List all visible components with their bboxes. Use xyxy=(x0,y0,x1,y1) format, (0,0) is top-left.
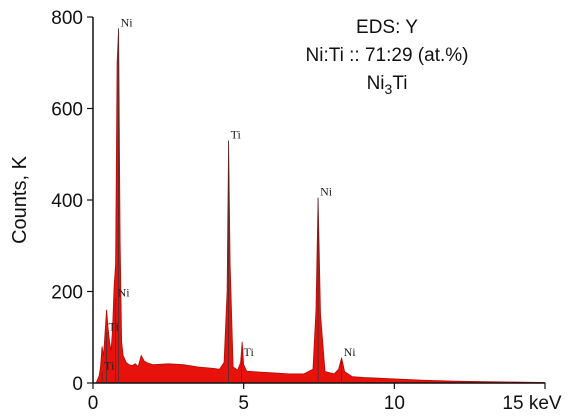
annotation-formula-ni: Ni xyxy=(367,73,385,94)
annotation-line-3: Ni3Ti xyxy=(367,73,408,97)
x-tick-label-0: 0 xyxy=(88,393,99,414)
plot-area xyxy=(95,28,546,384)
peak-label-0: Ti xyxy=(109,320,120,334)
x-tick-label-3: 15 keV xyxy=(502,393,561,414)
annotation-formula-ti: Ti xyxy=(392,73,407,94)
chart-annotation: EDS: Y Ni:Ti :: 71:29 (at.%) Ni3Ti xyxy=(306,17,469,97)
y-tick-label-1: 200 xyxy=(51,283,83,304)
peak-label-7: Ni xyxy=(344,345,357,359)
peak-label-3: Ni xyxy=(118,285,131,299)
y-tick-label-4: 800 xyxy=(51,8,83,29)
peak-label-4: Ti xyxy=(231,128,242,142)
y-axis-title: Counts, K xyxy=(9,155,31,243)
annotation-formula-sub: 3 xyxy=(385,81,393,97)
annotation-line-1: EDS: Y xyxy=(356,17,418,38)
spectrum-series-0 xyxy=(95,28,546,384)
peak-labels: Ti Ti Ni Ni Ti Ti Ni Ni xyxy=(101,15,357,383)
y-tick-label-3: 600 xyxy=(51,100,83,121)
peak-label-2: Ni xyxy=(121,15,134,29)
y-tick-label-2: 400 xyxy=(51,191,83,212)
y-tick-label-0: 0 xyxy=(72,374,83,395)
peak-label-5: Ti xyxy=(244,345,255,359)
annotation-line-2: Ni:Ti :: 71:29 (at.%) xyxy=(306,45,469,66)
peak-label-1: Ti xyxy=(104,359,115,373)
axis-ticks: 0 200 400 600 800 0 5 10 15 keV xyxy=(51,8,562,414)
x-tick-label-1: 5 xyxy=(238,393,249,414)
peak-label-6: Ni xyxy=(320,185,333,199)
x-tick-label-2: 10 xyxy=(384,393,405,414)
